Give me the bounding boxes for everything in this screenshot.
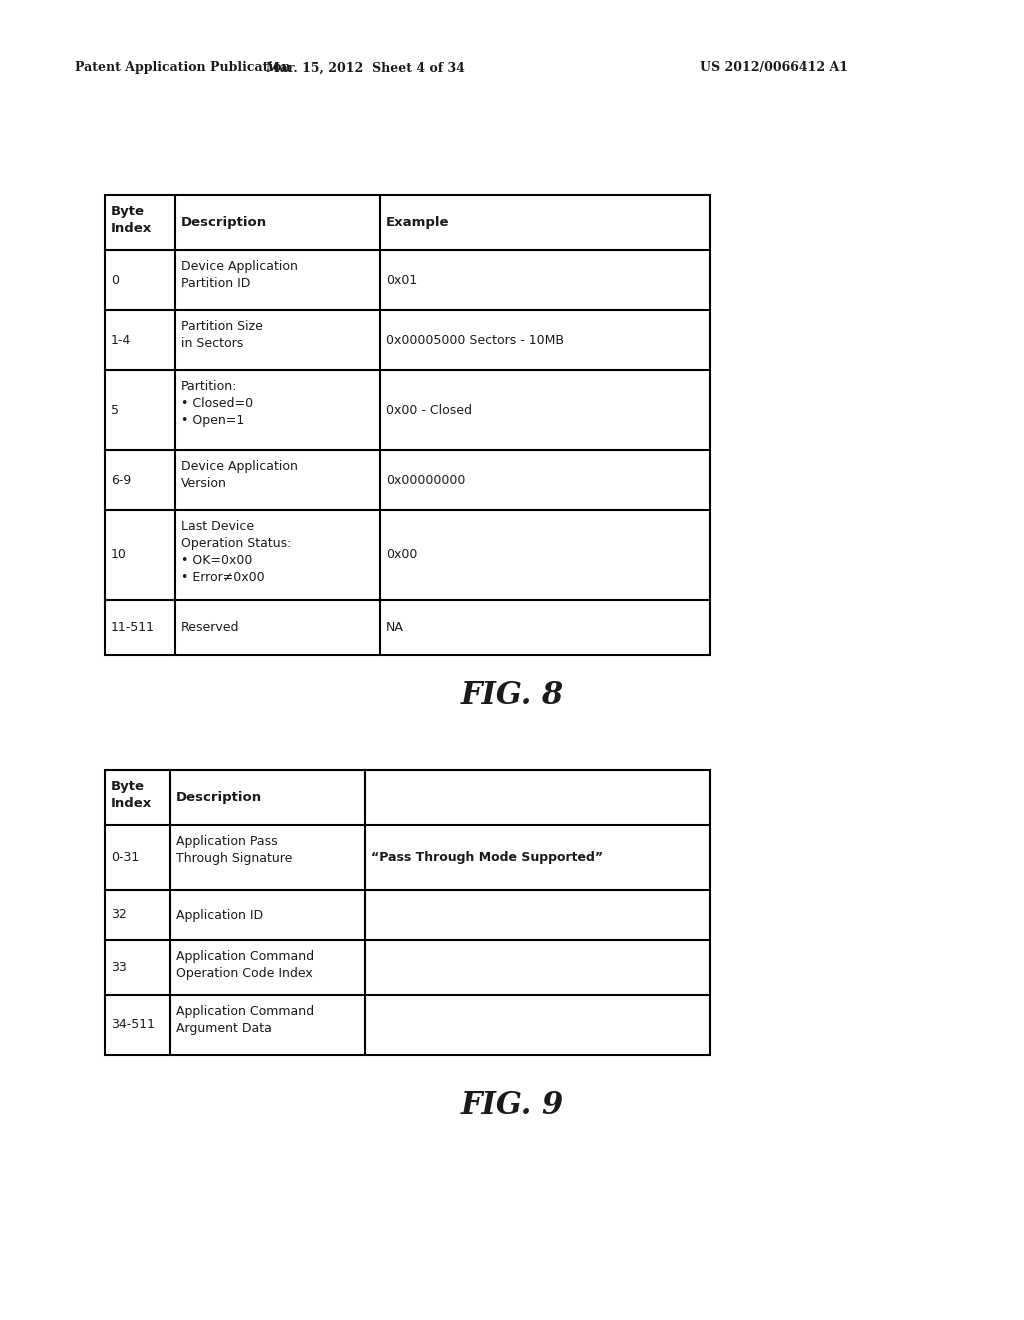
Text: Application ID: Application ID	[176, 908, 263, 921]
Text: 0x00: 0x00	[386, 549, 418, 561]
Text: Example: Example	[386, 216, 450, 228]
Text: Description: Description	[176, 791, 262, 804]
Text: 0: 0	[111, 273, 119, 286]
Bar	[105, 195, 710, 655]
Text: Application Pass
Through Signature: Application Pass Through Signature	[176, 836, 293, 865]
Text: Byte
Index: Byte Index	[111, 780, 153, 810]
Text: Application Command
Operation Code Index: Application Command Operation Code Index	[176, 950, 314, 979]
Text: 10: 10	[111, 549, 127, 561]
Text: Mar. 15, 2012  Sheet 4 of 34: Mar. 15, 2012 Sheet 4 of 34	[265, 62, 465, 74]
Text: FIG. 8: FIG. 8	[461, 680, 563, 710]
Text: Last Device
Operation Status:
• OK=0x00
• Error≠0x00: Last Device Operation Status: • OK=0x00 …	[181, 520, 292, 583]
Text: NA: NA	[386, 620, 403, 634]
Text: “Pass Through Mode Supported”: “Pass Through Mode Supported”	[371, 851, 603, 865]
Text: Byte
Index: Byte Index	[111, 205, 153, 235]
Text: Reserved: Reserved	[181, 620, 240, 634]
Text: 1-4: 1-4	[111, 334, 131, 346]
Text: 0x01: 0x01	[386, 273, 417, 286]
Text: Patent Application Publication: Patent Application Publication	[75, 62, 291, 74]
Text: 5: 5	[111, 404, 119, 417]
Text: Partition Size
in Sectors: Partition Size in Sectors	[181, 319, 263, 350]
Text: Device Application
Partition ID: Device Application Partition ID	[181, 260, 298, 290]
Text: 0-31: 0-31	[111, 851, 139, 865]
Text: 34-511: 34-511	[111, 1019, 155, 1031]
Text: 33: 33	[111, 961, 127, 974]
Text: 0x00 - Closed: 0x00 - Closed	[386, 404, 472, 417]
Text: 11-511: 11-511	[111, 620, 155, 634]
Text: 0x00000000: 0x00000000	[386, 474, 465, 487]
Text: 6-9: 6-9	[111, 474, 131, 487]
Bar	[105, 770, 710, 1055]
Text: FIG. 9: FIG. 9	[461, 1089, 563, 1121]
Text: 32: 32	[111, 908, 127, 921]
Text: Device Application
Version: Device Application Version	[181, 459, 298, 490]
Text: Description: Description	[181, 216, 267, 228]
Text: 0x00005000 Sectors - 10MB: 0x00005000 Sectors - 10MB	[386, 334, 564, 346]
Text: US 2012/0066412 A1: US 2012/0066412 A1	[700, 62, 848, 74]
Text: Partition:
• Closed=0
• Open=1: Partition: • Closed=0 • Open=1	[181, 380, 253, 426]
Text: Application Command
Argument Data: Application Command Argument Data	[176, 1005, 314, 1035]
